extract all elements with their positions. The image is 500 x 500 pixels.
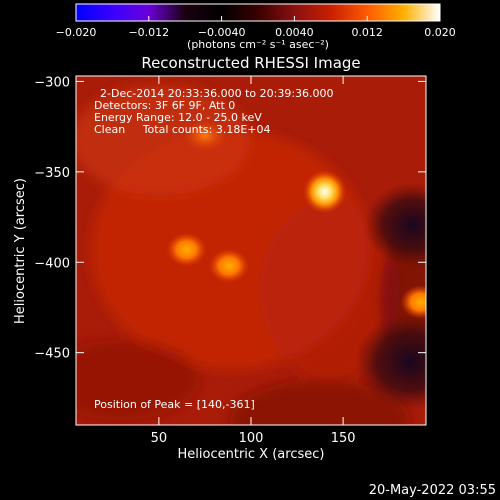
peak-source bbox=[302, 169, 347, 214]
x-axis-label: Heliocentric X (arcsec) bbox=[178, 447, 325, 462]
x-tick-label: 50 bbox=[151, 431, 168, 446]
annotation-detectors: Detectors: 3F 6F 9F, Att 0 bbox=[94, 99, 235, 112]
source-blobs bbox=[166, 119, 426, 320]
chart-title: Reconstructed RHESSI Image bbox=[141, 54, 360, 72]
x-tick-label: 150 bbox=[331, 431, 356, 446]
annotations: 2-Dec-2014 20:33:36.000 to 20:39:36.000 … bbox=[94, 87, 334, 411]
annotation-time: 2-Dec-2014 20:33:36.000 to 20:39:36.000 bbox=[100, 87, 334, 100]
image-plot bbox=[76, 76, 426, 425]
axis-ticks: 50 100 150 −300 −350 −400 −450 bbox=[34, 75, 426, 446]
colorbar-tick-label: 0.012 bbox=[351, 26, 383, 39]
emission-source bbox=[208, 248, 249, 283]
colorbar-tick-label: −0.012 bbox=[128, 26, 169, 39]
y-tick-label: −300 bbox=[34, 75, 70, 90]
emission-source bbox=[182, 119, 227, 152]
emission-source bbox=[166, 232, 207, 267]
y-tick-label: −450 bbox=[34, 347, 70, 362]
colorbar-tick-label: 0.0040 bbox=[275, 26, 314, 39]
emission-source bbox=[400, 285, 426, 320]
dark-regions bbox=[355, 183, 426, 410]
annotation-clean: Clean Total counts: 3.18E+04 bbox=[94, 123, 271, 136]
dark-region bbox=[355, 314, 426, 410]
colorbar-tick-label: −0.0040 bbox=[198, 26, 246, 39]
footer-timestamp: 20-May-2022 03:55 bbox=[369, 483, 496, 498]
peak-position-label: Position of Peak = [140,-361] bbox=[94, 398, 255, 411]
colorbar: −0.020 −0.012 −0.0040 0.0040 0.012 0.020 (pho… bbox=[56, 3, 456, 51]
colorbar-units-label: (photons cm⁻² s⁻¹ asec⁻²) bbox=[187, 38, 329, 51]
colorbar-ticks: −0.020 −0.012 −0.0040 0.0040 0.012 0.020 bbox=[56, 16, 456, 39]
cool-region bbox=[230, 380, 410, 425]
x-tick-label: 100 bbox=[239, 431, 264, 446]
cool-region bbox=[76, 340, 200, 420]
warm-region bbox=[76, 85, 250, 195]
y-tick-label: −350 bbox=[34, 166, 70, 181]
dark-region bbox=[364, 183, 426, 267]
y-axis-label: Heliocentric Y (arcsec) bbox=[13, 178, 28, 324]
y-tick-label: −400 bbox=[34, 256, 70, 271]
colorbar-tick-label: 0.020 bbox=[424, 26, 456, 39]
annotation-energy: Energy Range: 12.0 - 25.0 keV bbox=[94, 111, 262, 124]
colorbar-gradient bbox=[75, 3, 441, 22]
colorbar-tick-label: −0.020 bbox=[56, 26, 97, 39]
